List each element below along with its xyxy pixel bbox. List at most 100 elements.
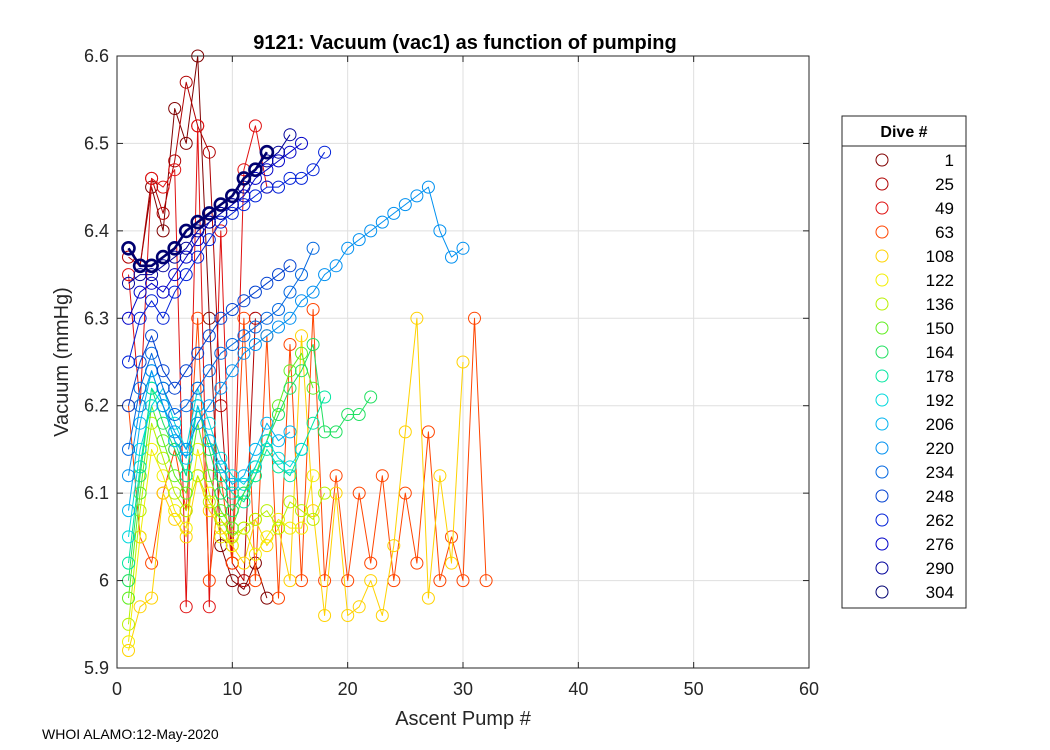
data-point: [433, 574, 447, 588]
legend: Dive # 1 25 49 63 108 122 136 150 164 178 192 206 22…: [841, 115, 967, 609]
data-point: [295, 171, 308, 185]
data-point: [364, 556, 378, 570]
data-point: [283, 469, 297, 483]
data-point: [433, 469, 447, 483]
data-point: [156, 311, 170, 325]
data-point: [272, 521, 285, 535]
data-point: [248, 119, 262, 133]
data-point: [202, 329, 216, 343]
data-point: [272, 434, 285, 448]
chart-title: 9121: Vacuum (vac1) as function of pumpi…: [253, 32, 676, 54]
data-point: [179, 521, 193, 535]
data-point: [283, 381, 297, 395]
data-point: [179, 504, 193, 518]
data-point: [248, 442, 262, 456]
axis-ticks: [116, 55, 810, 669]
legend-item: 192: [875, 391, 954, 410]
data-point: [283, 285, 297, 299]
data-point: [122, 617, 135, 631]
data-point: [260, 504, 274, 518]
data-point: [144, 258, 159, 274]
data-point: [145, 268, 159, 282]
data-point: [295, 364, 308, 378]
legend-item: 248: [875, 487, 954, 506]
data-point: [214, 451, 228, 465]
data-point: [168, 425, 182, 439]
legend-item: 304: [875, 583, 954, 602]
y-tick-label: 6.2: [84, 396, 109, 416]
y-tick-label: 6: [99, 571, 109, 591]
legend-marker: [875, 273, 889, 287]
legend-marker: [875, 561, 889, 575]
data-point: [295, 136, 308, 150]
data-point: [387, 539, 401, 553]
data-point: [410, 189, 424, 203]
data-point: [248, 285, 262, 299]
data-point: [202, 145, 216, 159]
data-point: [179, 530, 193, 544]
data-point: [283, 460, 297, 474]
legend-marker: [875, 177, 889, 191]
data-point: [283, 338, 297, 351]
data-point: [237, 346, 251, 360]
data-point: [237, 294, 251, 308]
legend-marker: [875, 537, 889, 551]
data-point: [236, 171, 252, 186]
data-point: [283, 311, 297, 325]
data-point: [237, 556, 251, 570]
data-point: [179, 486, 193, 500]
legend-label: 262: [926, 511, 954, 530]
data-point: [445, 556, 458, 570]
legend-item: 136: [875, 295, 954, 314]
legend-label: 1: [945, 151, 954, 170]
axis-tick-labels: 0 10 20 30 40 50 60 5.9 6 6.1 6.2 6.3 6.4 6.5 6.6: [84, 46, 819, 699]
x-tick-label: 0: [112, 679, 122, 699]
data-point: [225, 539, 239, 553]
data-point: [202, 399, 216, 413]
series-line: [128, 151, 326, 363]
data-point: [202, 442, 216, 456]
data-point: [225, 303, 239, 316]
data-point: [283, 128, 297, 142]
data-point: [272, 408, 285, 421]
series-line: [127, 151, 268, 268]
data-point: [272, 268, 285, 282]
data-point: [260, 276, 274, 290]
data-point: [318, 145, 332, 159]
data-point: [329, 425, 343, 439]
legend-marker: [875, 201, 889, 215]
data-point: [202, 364, 216, 378]
legend-item: 1: [875, 151, 954, 170]
y-tick-label: 6.5: [84, 133, 109, 153]
data-point: [168, 381, 182, 395]
data-point: [122, 469, 135, 483]
data-point: [272, 451, 285, 465]
data-point: [272, 591, 285, 605]
legend-item: 206: [875, 415, 954, 434]
data-point: [156, 206, 170, 220]
data-point: [260, 311, 274, 325]
data-point: [260, 416, 274, 430]
data-point: [295, 329, 308, 343]
data-point: [122, 442, 135, 456]
data-point: [133, 381, 147, 395]
legend-marker: [875, 225, 889, 239]
data-point: [122, 591, 135, 605]
data-point: [145, 591, 159, 605]
series-line: [128, 448, 314, 642]
data-point: [306, 469, 320, 483]
data-point: [122, 276, 135, 290]
legend-label: 164: [926, 343, 954, 362]
x-tick-label: 30: [453, 679, 473, 699]
data-point: [202, 495, 216, 509]
data-point: [225, 188, 240, 204]
data-point: [191, 119, 205, 133]
data-point: [248, 320, 262, 334]
data-point: [202, 206, 217, 221]
series-dive-248: [122, 259, 297, 413]
legend-label: 206: [926, 415, 954, 434]
data-point: [179, 364, 193, 378]
data-point: [237, 582, 251, 596]
legend-label: 25: [935, 175, 954, 194]
data-point: [202, 600, 216, 614]
